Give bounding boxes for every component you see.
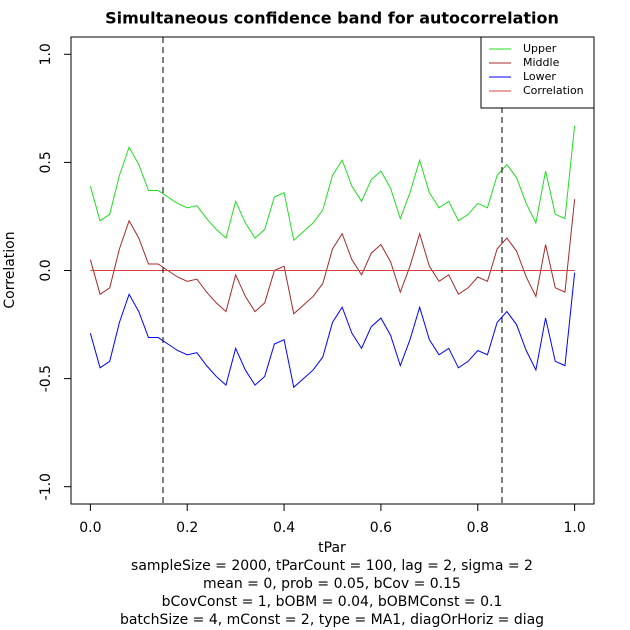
legend-label: Correlation xyxy=(523,84,584,97)
y-axis-label: Correlation xyxy=(2,231,18,308)
x-axis-label: tPar xyxy=(318,540,346,556)
x-tick-label: 0.0 xyxy=(79,520,101,536)
subtitle: bCovConst = 1, bOBM = 0.04, bOBMConst = … xyxy=(162,594,503,610)
subtitle: mean = 0, prob = 0.05, bCov = 0.15 xyxy=(203,576,461,592)
x-tick-label: 0.8 xyxy=(467,520,489,536)
subtitle: batchSize = 4, mConst = 2, type = MA1, d… xyxy=(120,612,544,628)
x-tick-label: 0.2 xyxy=(176,520,198,536)
y-tick-label: 0.5 xyxy=(38,151,54,173)
y-tick-label: -1.0 xyxy=(38,473,54,500)
chart-title: Simultaneous confidence band for autocor… xyxy=(105,9,559,28)
x-tick-label: 0.4 xyxy=(273,520,295,536)
legend-label: Middle xyxy=(523,56,560,69)
legend-label: Upper xyxy=(523,42,557,55)
x-tick-label: 0.6 xyxy=(370,520,392,536)
y-tick-label: 0.0 xyxy=(38,259,54,281)
y-tick-label: 1.0 xyxy=(38,43,54,65)
legend-label: Lower xyxy=(523,70,556,83)
x-tick-label: 1.0 xyxy=(563,520,585,536)
data-line xyxy=(89,272,576,389)
subtitle: sampleSize = 2000, tParCount = 100, lag … xyxy=(131,558,533,574)
data-line xyxy=(89,125,576,242)
y-tick-label: -0.5 xyxy=(38,365,54,392)
data-line xyxy=(89,199,576,315)
